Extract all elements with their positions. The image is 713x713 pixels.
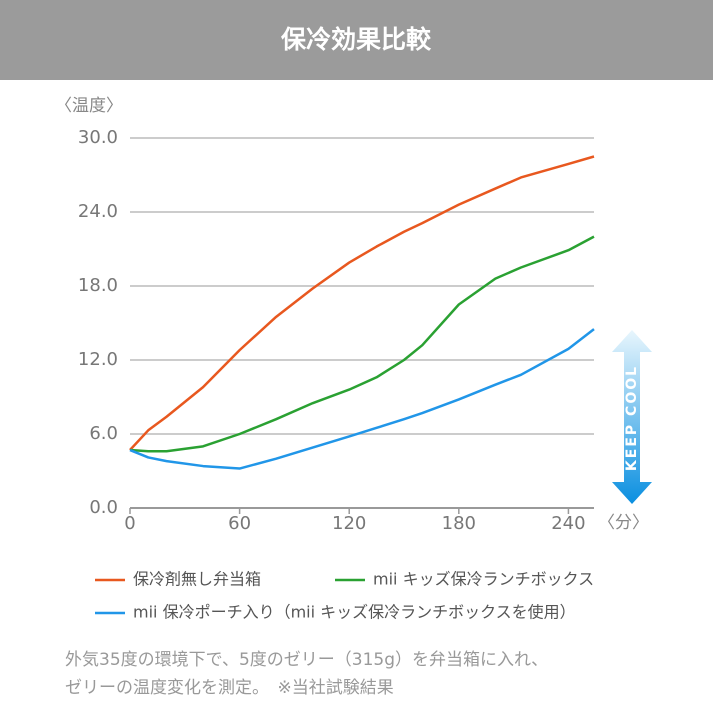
y-tick-label: 0.0	[89, 497, 118, 518]
legend-label: 保冷剤無し弁当箱	[133, 570, 261, 589]
x-axis-label: 〈分〉	[598, 513, 649, 533]
keep-cool-arrow	[612, 330, 652, 504]
series-line	[129, 155, 595, 451]
note: 外気35度の環境下で、5度のゼリー（315g）を弁当箱に入れ、	[65, 650, 548, 670]
x-tick-label: 120	[332, 513, 366, 534]
x-tick-label: 180	[442, 513, 476, 534]
note: ゼリーの温度変化を測定。 ※当社試験結果	[65, 678, 394, 698]
x-tick-label: 60	[228, 513, 251, 534]
legend-label: mii キッズ保冷ランチボックス	[373, 570, 594, 589]
y-tick-label: 24.0	[78, 201, 118, 222]
series-line	[129, 328, 595, 470]
legend-label: mii 保冷ポーチ入り（mii キッズ保冷ランチボックスを使用）	[133, 603, 576, 622]
y-tick-label: 30.0	[78, 127, 118, 148]
header-bar	[0, 0, 713, 80]
y-tick-label: 6.0	[89, 423, 118, 444]
y-tick-label: 12.0	[78, 349, 118, 370]
chart-title: 保冷効果比較	[280, 25, 432, 54]
y-tick-label: 18.0	[78, 275, 118, 296]
side-label: KEEP COOL	[624, 365, 640, 471]
x-tick-label: 0	[124, 513, 135, 534]
series-line	[129, 235, 595, 453]
y-axis-label: 〈温度〉	[55, 96, 123, 116]
x-tick-label: 240	[551, 513, 585, 534]
